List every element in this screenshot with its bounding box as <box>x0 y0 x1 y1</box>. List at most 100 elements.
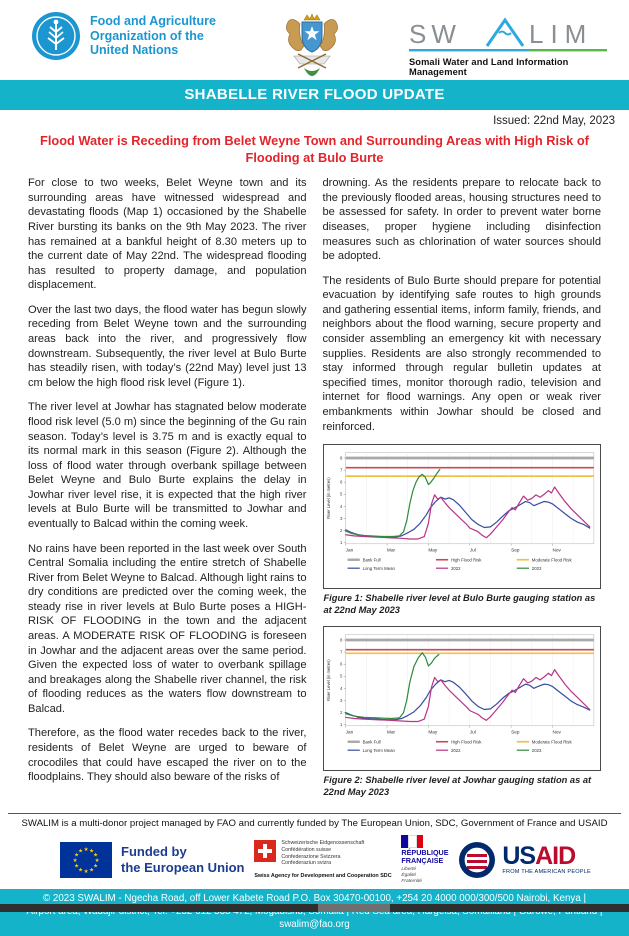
body-paragraph: Therefore, as the flood water recedes ba… <box>28 727 307 784</box>
document-header: Food and Agriculture Organization of the… <box>0 0 629 80</box>
svg-text:1: 1 <box>339 540 342 545</box>
svg-text:Moderate Flood Risk: Moderate Flood Risk <box>531 739 572 744</box>
svg-text:5: 5 <box>339 673 342 678</box>
svg-text:★: ★ <box>93 863 98 869</box>
svg-text:May: May <box>428 729 438 734</box>
figure2-caption: Figure 2: Shabelle river level at Jowhar… <box>323 774 592 797</box>
svg-text:2022: 2022 <box>450 566 460 571</box>
svg-text:2: 2 <box>339 528 342 533</box>
swalim-logo-block: SW LIM Somali Water and Land Information… <box>408 16 607 77</box>
banner-title: SHABELLE RIVER FLOOD UPDATE <box>0 80 629 110</box>
svg-text:Mar: Mar <box>387 547 396 552</box>
body-paragraph: The river level at Jowhar has stagnated … <box>28 401 307 530</box>
svg-text:2023: 2023 <box>531 566 541 571</box>
france-logo-block: RÉPUBLIQUE FRANÇAISE Liberté Égalité Fra… <box>401 834 449 886</box>
svg-text:★: ★ <box>84 869 89 875</box>
svg-text:High Flood Risk: High Flood Risk <box>450 557 481 562</box>
figure2-box: 1 2 3 4 5 6 7 8 Jan Mar May Jul Sep Nov River Level (i… <box>322 625 601 771</box>
svg-text:Moderate Flood Risk: Moderate Flood Risk <box>531 557 572 562</box>
usaid-seal-icon <box>459 841 496 878</box>
svg-text:Mar: Mar <box>387 729 396 734</box>
svg-text:★: ★ <box>78 848 83 854</box>
headline: Flood Water is Receding from Belet Weyne… <box>40 133 589 165</box>
svg-text:Bank Full: Bank Full <box>362 557 380 562</box>
svg-text:★: ★ <box>95 858 100 864</box>
svg-text:★: ★ <box>93 852 98 858</box>
usaid-wordmark: USAID FROM THE AMERICAN PEOPLE <box>502 842 591 875</box>
svg-text:★: ★ <box>89 848 94 854</box>
fao-logo-icon <box>32 12 80 60</box>
bottom-edge-strip <box>0 904 629 912</box>
svg-text:★: ★ <box>84 847 89 853</box>
swalim-subtitle: Somali Water and Land Information Manage… <box>408 57 569 77</box>
svg-text:4: 4 <box>339 504 342 509</box>
svg-text:2023: 2023 <box>531 747 541 752</box>
svg-text:SW: SW <box>409 19 461 49</box>
sdc-confederation-lines: Schweizerische Eidgenossenschaft Confédé… <box>281 840 365 867</box>
svg-text:Nov: Nov <box>552 729 561 734</box>
right-column: drowning. As the residents prepare to re… <box>322 176 602 807</box>
donor-logos-row: ★ ★ ★ ★ ★ ★ ★ ★ ★ ★ ★ ★ Funded by the European Unio… <box>0 831 629 887</box>
swalim-logo-icon: SW LIM <box>408 17 607 52</box>
svg-text:★: ★ <box>78 867 83 873</box>
footer-divider <box>8 812 621 814</box>
svg-text:6: 6 <box>339 661 342 666</box>
contact-line1: © 2023 SWALIM - Ngecha Road, off Lower K… <box>42 892 587 904</box>
left-column: For close to two weeks, Belet Weyne town… <box>28 176 307 807</box>
usaid-tagline: FROM THE AMERICAN PEOPLE <box>502 868 591 875</box>
svg-text:★: ★ <box>89 867 94 873</box>
figure1-caption: Figure 1: Shabelle river level at Bulo B… <box>323 593 596 616</box>
svg-text:Jan: Jan <box>345 547 353 552</box>
fao-logo-block: Food and Agriculture Organization of the… <box>30 10 216 62</box>
svg-text:2: 2 <box>339 709 342 714</box>
right-column-paragraphs: drowning. As the residents prepare to re… <box>323 176 602 434</box>
body-paragraph: No rains have been reported in the last … <box>28 542 307 715</box>
svg-text:3: 3 <box>339 697 342 702</box>
eu-flag-icon: ★ ★★★★★★★★★★★ <box>60 841 112 878</box>
sdc-logo-block: Schweizerische Eidgenossenschaft Confédé… <box>254 840 392 879</box>
issued-date: Issued: 22nd May, 2023 <box>493 115 615 127</box>
svg-text:Nov: Nov <box>552 547 561 552</box>
svg-text:3: 3 <box>339 516 342 521</box>
fao-org-name: Food and Agriculture Organization of the… <box>90 13 216 58</box>
french-flag-icon <box>401 834 424 848</box>
svg-text:★: ★ <box>73 858 78 864</box>
svg-text:Jul: Jul <box>469 547 475 552</box>
svg-text:Jul: Jul <box>469 729 475 734</box>
svg-text:Sep: Sep <box>511 729 520 734</box>
svg-text:High Flood Risk: High Flood Risk <box>450 739 481 744</box>
body-paragraph: For close to two weeks, Belet Weyne town… <box>28 177 307 292</box>
svg-text:7: 7 <box>339 649 342 654</box>
svg-text:5: 5 <box>339 492 342 497</box>
svg-text:LIM: LIM <box>529 19 593 49</box>
svg-text:2022: 2022 <box>450 747 460 752</box>
svg-text:Long Term Mean: Long Term Mean <box>362 747 395 752</box>
funding-statement: SWALIM is a multi-donor project managed … <box>21 817 608 829</box>
svg-text:Jan: Jan <box>345 729 353 734</box>
svg-text:7: 7 <box>339 468 342 473</box>
svg-text:★: ★ <box>74 863 79 869</box>
svg-text:8: 8 <box>339 637 342 642</box>
svg-text:Sep: Sep <box>511 547 520 552</box>
svg-text:River Level (in metres): River Level (in metres) <box>326 658 331 700</box>
svg-text:River Level (in metres): River Level (in metres) <box>326 477 331 519</box>
svg-text:May: May <box>428 547 438 552</box>
eu-logo-block: ★ ★ ★ ★ ★ ★ ★ ★ ★ ★ ★ ★ Funded by the European Unio… <box>60 841 245 878</box>
france-motto: Liberté Égalité Fraternité <box>401 866 422 884</box>
body-paragraph: The residents of Bulo Burte should prepa… <box>322 274 602 433</box>
eu-funding-label: Funded by the European Union <box>121 843 245 875</box>
svg-text:8: 8 <box>339 456 342 461</box>
contact-bar: © 2023 SWALIM - Ngecha Road, off Lower K… <box>0 888 629 936</box>
svg-text:4: 4 <box>339 685 342 690</box>
france-republic-name: RÉPUBLIQUE FRANÇAISE <box>401 847 449 865</box>
usaid-logo-block: USAID FROM THE AMERICAN PEOPLE <box>458 841 591 879</box>
svg-text:1: 1 <box>339 722 342 727</box>
figure2-chart: 1 2 3 4 5 6 7 8 Jan Mar May Jul Sep Nov River Level (i… <box>326 633 594 752</box>
figure1-box: 1 2 3 4 5 6 7 8 Jan Mar May Jul Sep Nov River Level (i… <box>322 444 601 590</box>
svg-text:★: ★ <box>74 852 79 858</box>
svg-text:6: 6 <box>339 480 342 485</box>
somalia-coat-of-arms-icon <box>286 13 339 76</box>
figure1-chart: 1 2 3 4 5 6 7 8 Jan Mar May Jul Sep Nov River Level (i… <box>326 452 594 571</box>
body-paragraph: drowning. As the residents prepare to re… <box>322 177 602 263</box>
svg-text:Long Term Mean: Long Term Mean <box>362 566 395 571</box>
